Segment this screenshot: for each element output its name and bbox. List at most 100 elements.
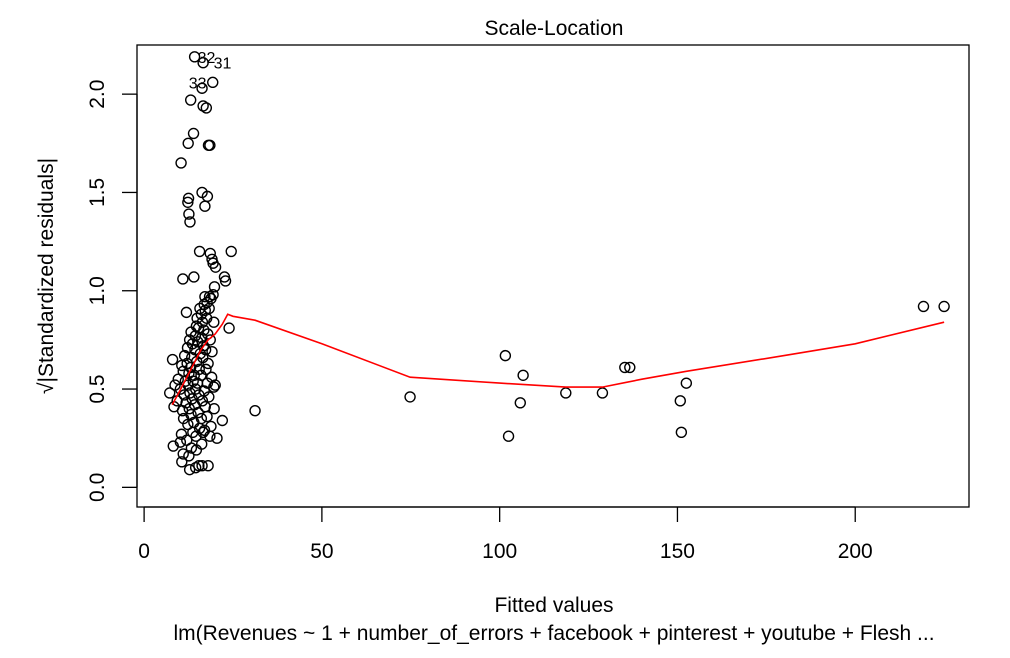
y-axis: 0.0 0.5 1.0 1.5 2.0 [86, 80, 138, 502]
data-point [181, 342, 194, 354]
data-point [514, 397, 526, 409]
data-point [199, 304, 211, 317]
data-point [180, 306, 193, 319]
data-point [202, 328, 214, 340]
data-point [938, 300, 950, 313]
point-label: 32 [198, 50, 216, 67]
data-point [183, 208, 195, 220]
data-point [619, 361, 631, 374]
model-formula-subtitle: lm(Revenues ~ 1 + number_of_errors + fac… [173, 622, 934, 645]
data-point [183, 450, 195, 462]
data-point [201, 410, 213, 423]
data-point [164, 387, 176, 399]
x-tick-label: 100 [482, 540, 517, 563]
data-point [199, 290, 211, 303]
data-point [200, 102, 213, 114]
data-point [174, 383, 187, 395]
data-point [209, 261, 222, 273]
data-point [560, 387, 572, 399]
x-tick-label: 150 [660, 540, 695, 563]
smoother-line [171, 313, 945, 406]
data-point [197, 56, 209, 69]
data-point [596, 387, 609, 399]
data-point [209, 379, 221, 391]
data-point [201, 377, 214, 389]
data-point [202, 460, 214, 472]
y-tick-label: 0.5 [86, 374, 109, 403]
data-point [203, 391, 215, 403]
data-point [204, 247, 216, 260]
data-point [182, 192, 195, 205]
data-point [172, 373, 184, 385]
data-point [680, 377, 693, 389]
data-point [225, 245, 237, 258]
data-point [404, 391, 416, 403]
data-point [190, 430, 202, 442]
plot-box [136, 44, 970, 508]
data-point [182, 196, 194, 208]
data-point [187, 127, 200, 140]
x-tick-label: 200 [838, 540, 873, 563]
data-point [188, 369, 200, 381]
data-point [499, 349, 512, 362]
data-point [208, 316, 220, 328]
data-point [674, 395, 686, 407]
data-point [192, 336, 204, 348]
data-point [184, 94, 197, 106]
data-points [164, 51, 950, 476]
smoother-line-layer [171, 313, 945, 406]
data-point [188, 271, 200, 283]
data-point [207, 76, 219, 89]
data-point [182, 137, 194, 149]
x-tick-label: 0 [138, 540, 150, 563]
data-point [189, 461, 202, 474]
data-point [208, 281, 221, 293]
point-label: 31 [214, 56, 232, 73]
data-point [189, 383, 202, 395]
data-point [188, 51, 201, 63]
x-axis-label: Fitted values [494, 594, 613, 617]
data-point [624, 361, 636, 374]
y-axis-label-sqrt: √ [35, 382, 58, 394]
data-point [196, 82, 208, 94]
data-point [201, 296, 213, 309]
y-tick-label: 1.0 [86, 276, 109, 305]
data-point [199, 200, 211, 212]
data-point [177, 448, 189, 460]
data-point [198, 324, 210, 336]
data-point [204, 430, 216, 442]
data-point [196, 438, 208, 450]
data-point [203, 290, 216, 303]
data-point [204, 334, 216, 346]
data-point [917, 300, 930, 313]
data-point [502, 430, 515, 442]
data-point [204, 139, 216, 151]
data-point [193, 245, 206, 258]
data-point [223, 322, 235, 334]
data-point [196, 316, 209, 328]
data-point [185, 442, 198, 454]
data-point [208, 403, 220, 415]
x-axis: 0 50 100 150 200 [138, 506, 873, 563]
data-point [675, 426, 688, 438]
data-point [177, 273, 189, 285]
y-axis-label: √|Standardized residuals| [35, 158, 58, 394]
data-point [517, 369, 529, 381]
data-point [211, 432, 223, 444]
data-point [184, 216, 196, 228]
data-point [196, 332, 208, 344]
data-point [249, 404, 261, 417]
x-tick-label: 50 [310, 540, 333, 563]
data-point [206, 345, 218, 358]
y-tick-label: 1.5 [86, 178, 109, 207]
y-tick-label: 0.0 [86, 473, 109, 502]
data-point [182, 418, 194, 431]
data-point [176, 456, 188, 468]
chart-title: Scale-Location [485, 17, 624, 40]
data-point [196, 460, 208, 472]
data-point [183, 463, 196, 476]
data-point [167, 440, 179, 452]
data-point [190, 444, 203, 456]
